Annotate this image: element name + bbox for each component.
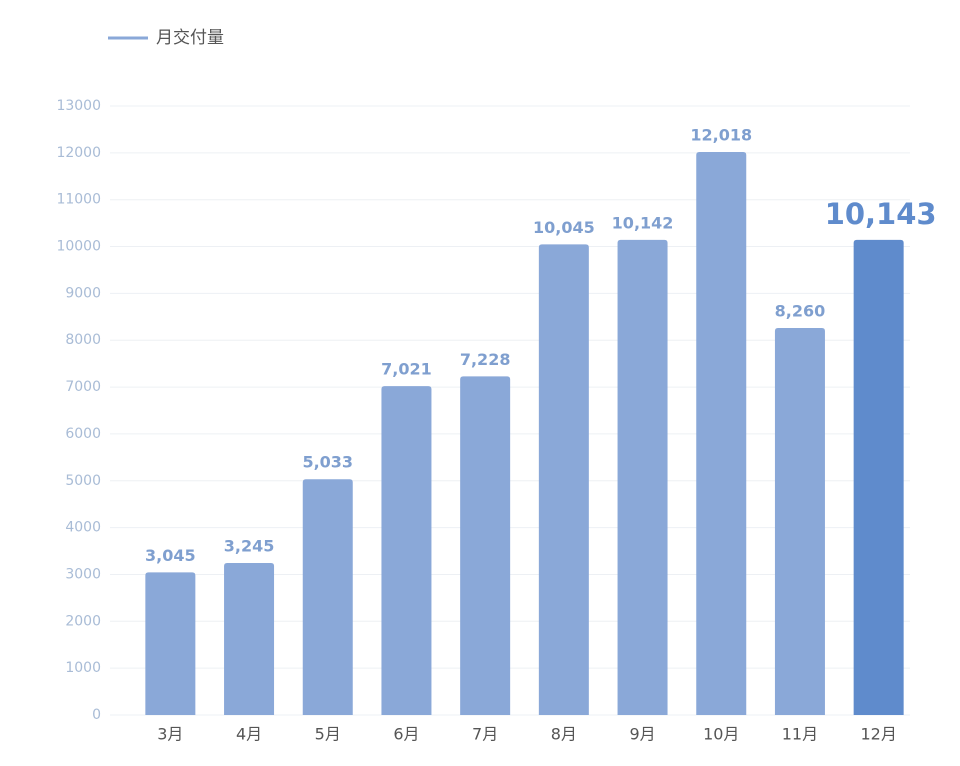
- bar: [853, 239, 904, 715]
- y-tick-label: 6000: [65, 426, 101, 442]
- x-tick-label: 3月: [157, 725, 183, 744]
- bar: [617, 239, 668, 716]
- x-tick-label: 8月: [551, 725, 577, 744]
- y-tick-label: 9000: [65, 285, 101, 301]
- value-label: 8,260: [775, 302, 826, 321]
- value-label: 3,245: [224, 536, 275, 555]
- y-tick-label: 3000: [65, 566, 101, 582]
- y-tick-label: 8000: [65, 332, 101, 348]
- y-tick-label: 5000: [65, 473, 101, 489]
- value-label: 10,045: [533, 218, 595, 237]
- bar: [302, 479, 353, 715]
- bar: [538, 244, 589, 715]
- x-tick-label: 4月: [236, 725, 262, 744]
- x-tick-label: 6月: [393, 725, 419, 744]
- bar: [460, 376, 511, 715]
- bar: [145, 572, 196, 715]
- value-label: 10,142: [612, 213, 674, 232]
- bar: [224, 562, 275, 715]
- y-tick-label: 10000: [56, 239, 101, 255]
- bar: [381, 386, 432, 715]
- x-tick-label: 9月: [629, 725, 655, 744]
- y-tick-label: 1000: [65, 660, 101, 676]
- bar: [774, 328, 825, 715]
- y-tick-label: 2000: [65, 613, 101, 629]
- x-tick-label: 5月: [315, 725, 341, 744]
- y-tick-label: 13000: [56, 98, 101, 114]
- value-label: 3,045: [145, 546, 196, 565]
- y-tick-label: 11000: [56, 192, 101, 208]
- legend-label: 月交付量: [156, 28, 224, 48]
- y-tick-label: 0: [92, 707, 101, 723]
- value-label: 10,143: [825, 197, 937, 231]
- y-tick-label: 4000: [65, 520, 101, 536]
- value-label: 7,228: [460, 350, 511, 369]
- y-tick-label: 12000: [56, 145, 101, 161]
- x-tick-label: 12月: [860, 725, 896, 744]
- value-label: 5,033: [302, 453, 353, 472]
- x-tick-label: 11月: [782, 725, 818, 744]
- value-label: 12,018: [690, 126, 752, 145]
- y-tick-label: 7000: [65, 379, 101, 395]
- x-tick-label: 7月: [472, 725, 498, 744]
- x-tick-label: 10月: [703, 725, 739, 744]
- bar: [696, 152, 747, 715]
- value-label: 7,021: [381, 360, 432, 379]
